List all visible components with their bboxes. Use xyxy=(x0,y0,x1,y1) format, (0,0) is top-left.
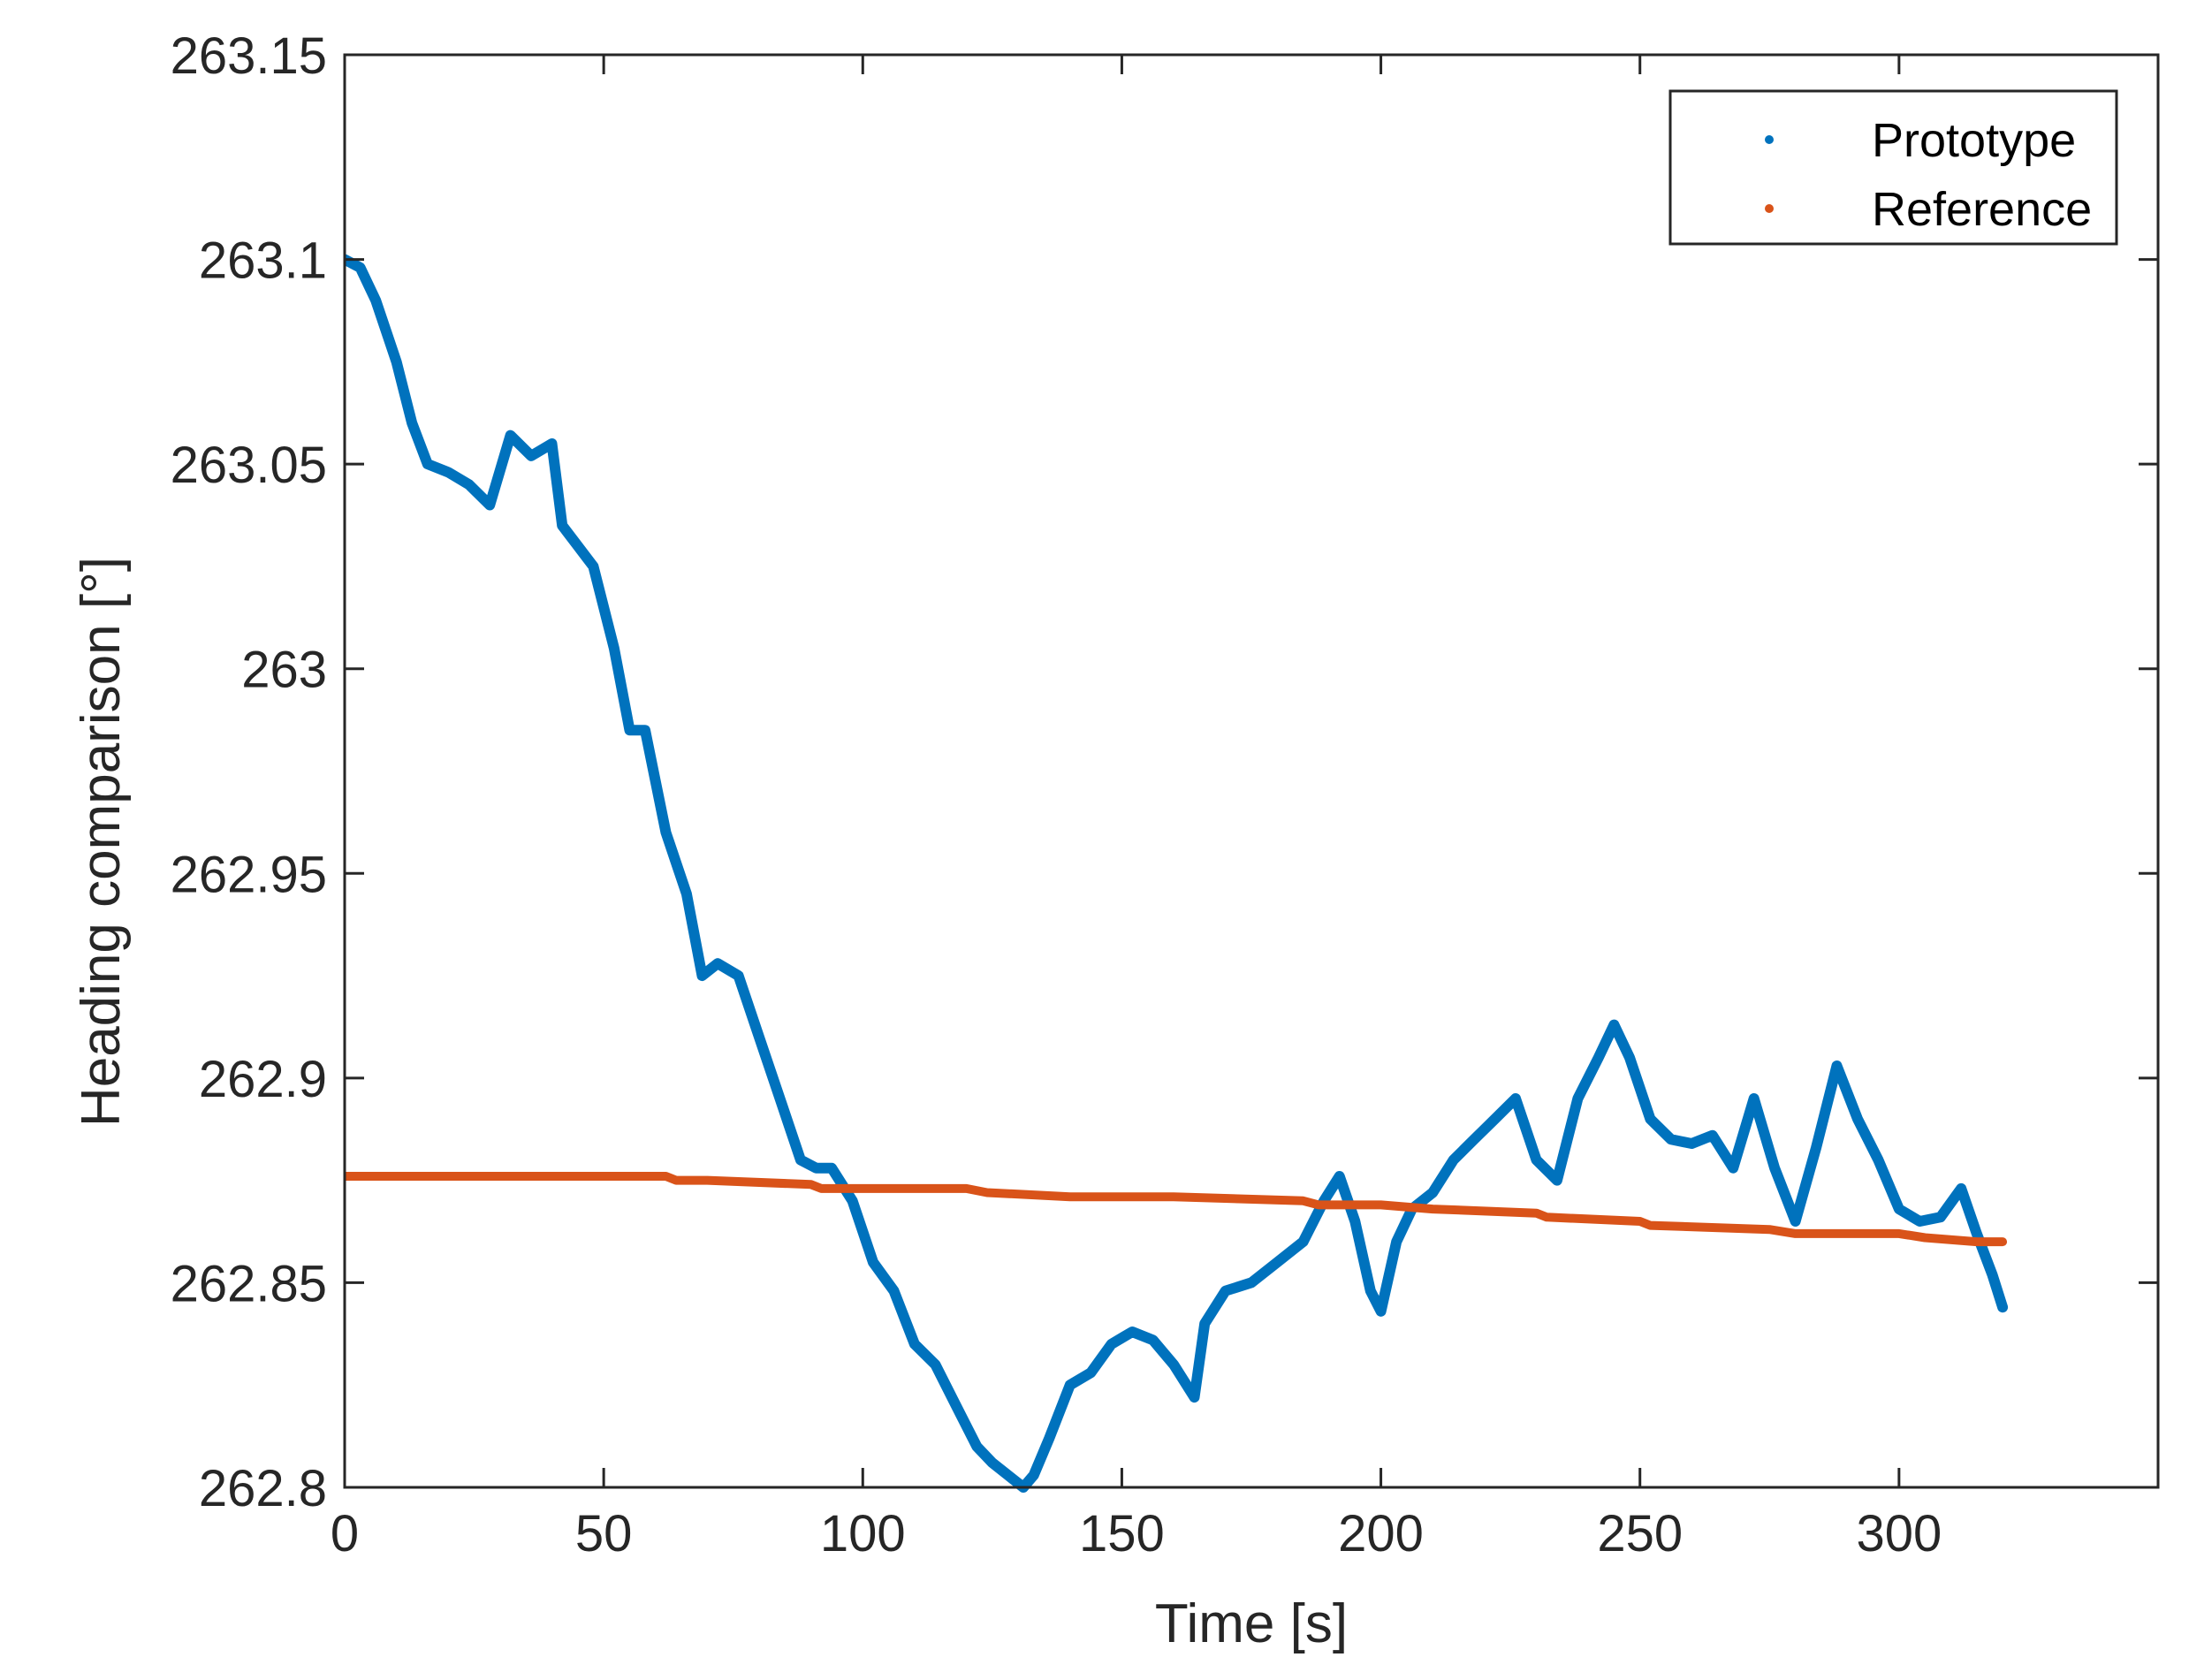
x-tick-label: 200 xyxy=(1338,1505,1424,1562)
x-tick-label: 250 xyxy=(1597,1505,1683,1562)
x-tick-label: 150 xyxy=(1079,1505,1165,1562)
x-tick-label: 50 xyxy=(575,1505,633,1562)
y-axis-title: Heading comparison [°] xyxy=(71,557,132,1127)
legend-label-reference: Reference xyxy=(1872,183,2092,236)
y-axis-ticks: 262.8 262.85 262.9 262.95 263 263.05 263.1 263.… xyxy=(171,27,2158,1517)
x-tick-label: 300 xyxy=(1856,1505,1942,1562)
x-axis-ticks: 0 50 100 150 200 250 300 xyxy=(331,55,1942,1562)
axes-box xyxy=(343,53,2160,1489)
series-line-reference xyxy=(345,1172,2008,1247)
x-axis-title: Time [s] xyxy=(1155,1593,1348,1654)
y-tick-label: 263.05 xyxy=(171,437,327,494)
legend-marker-reference xyxy=(1765,204,1774,213)
x-tick-label: 100 xyxy=(820,1505,906,1562)
y-tick-label: 262.95 xyxy=(171,846,327,903)
axes xyxy=(343,53,2160,1489)
legend-marker-prototype xyxy=(1765,135,1774,144)
series-line-prototype xyxy=(345,254,2009,1493)
y-tick-label: 263.15 xyxy=(171,27,327,85)
legend: Prototype Reference xyxy=(1668,89,2118,246)
y-tick-label: 262.9 xyxy=(199,1051,327,1108)
x-tick-label: 0 xyxy=(331,1505,359,1562)
y-tick-label: 263.1 xyxy=(199,232,327,290)
y-tick-label: 262.85 xyxy=(171,1255,327,1312)
y-tick-label: 263 xyxy=(241,642,327,699)
y-tick-label: 262.8 xyxy=(199,1460,327,1517)
legend-frame xyxy=(1668,89,2118,246)
legend-label-prototype: Prototype xyxy=(1872,114,2076,167)
plot-area xyxy=(345,254,2009,1493)
